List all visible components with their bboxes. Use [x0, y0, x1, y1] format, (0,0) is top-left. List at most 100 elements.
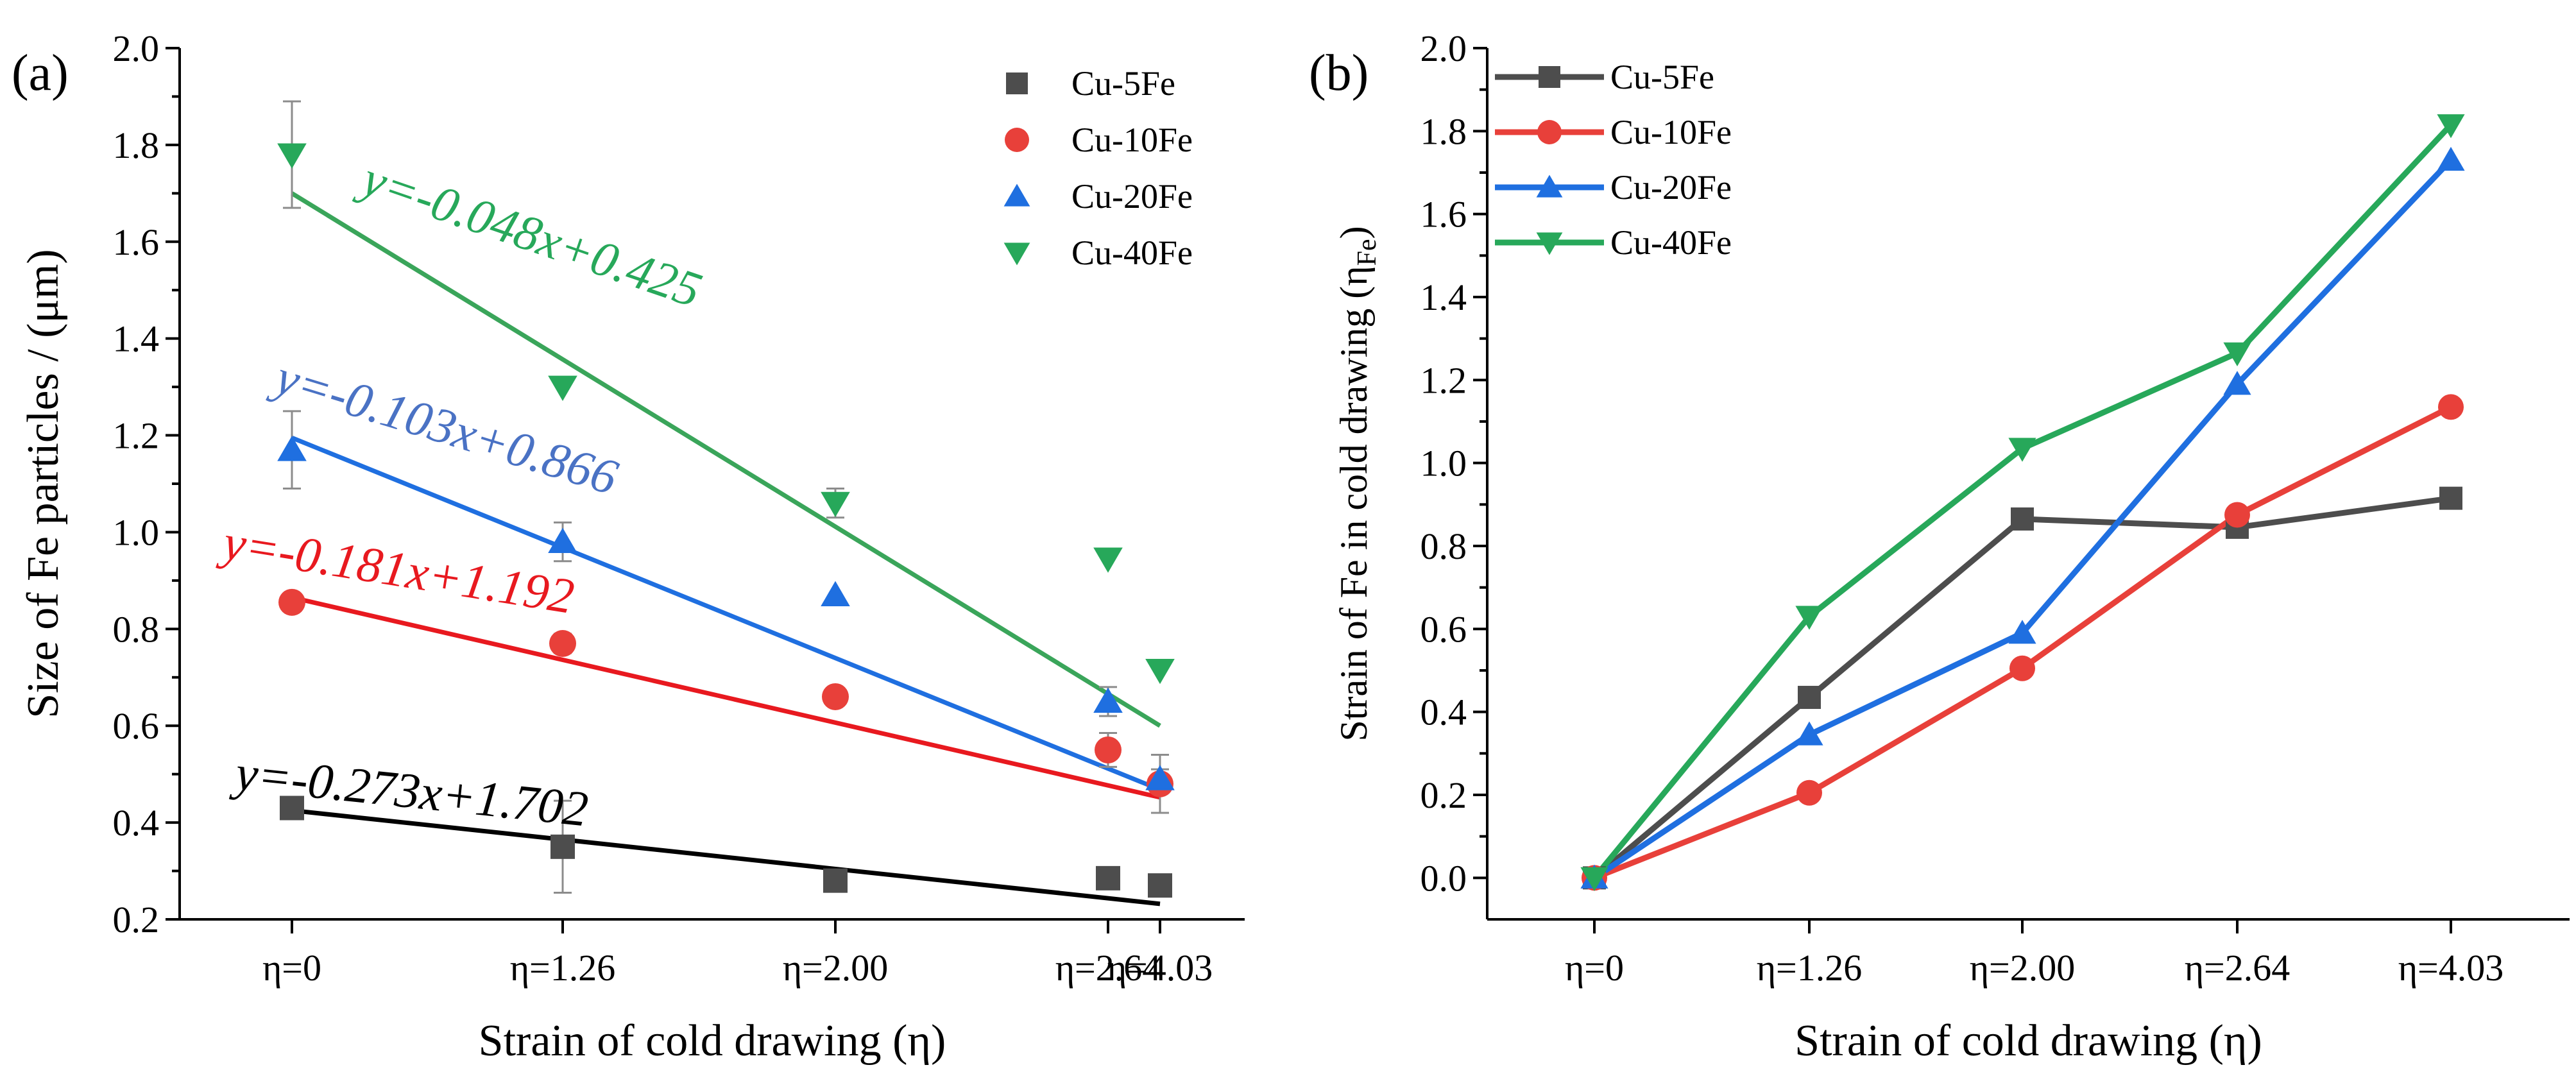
- legend-label: Cu-5Fe: [1071, 64, 1175, 103]
- fit-line: [291, 191, 1161, 728]
- y-tick-label: 1.4: [1420, 277, 1467, 318]
- x-tick-label: η=2.64: [2185, 947, 2290, 989]
- x-tick-label: η=1.26: [510, 947, 616, 989]
- x-axis-title: Strain of cold drawing (η): [479, 1016, 946, 1066]
- data-point: [821, 581, 850, 607]
- legend-label: Cu-40Fe: [1610, 223, 1732, 262]
- data-point: [2011, 507, 2034, 531]
- data-point: [549, 629, 576, 657]
- y-tick-label: 0.8: [113, 608, 160, 650]
- data-point: [2224, 502, 2250, 528]
- data-point: [1795, 606, 1823, 630]
- data-point: [1145, 658, 1175, 685]
- legend-label: Cu-20Fe: [1610, 168, 1732, 207]
- data-point: [2437, 146, 2465, 171]
- legend-marker: [1005, 128, 1029, 152]
- legend-label: Cu-10Fe: [1071, 121, 1193, 159]
- y-axis-title-sub: Fe: [1352, 239, 1382, 266]
- data-point: [2223, 371, 2251, 395]
- data-point: [1798, 686, 1821, 710]
- data-point: [821, 491, 850, 518]
- y-tick-label: 0.6: [113, 705, 160, 747]
- y-tick-label: 1.8: [113, 124, 160, 166]
- data-point: [280, 796, 304, 821]
- legend-marker: [1537, 120, 1562, 144]
- data-point: [2438, 394, 2464, 420]
- x-tick-label: η=2.00: [783, 947, 889, 989]
- legend-label: Cu-40Fe: [1071, 234, 1193, 272]
- y-tick-label: 0.4: [1420, 692, 1467, 733]
- x-axis-title: Strain of cold drawing (η): [1795, 1016, 2262, 1066]
- x-tick-label: η=2.00: [1970, 947, 2076, 989]
- y-tick-label: 1.2: [113, 415, 160, 457]
- y-tick-label: 0.2: [1420, 774, 1467, 816]
- panel-a: 0.2 0.4 0.6 0.8 1.0 1.2 1.4 1.6 1.8 2.0 η=0 η=1.26 η…: [12, 28, 1245, 1066]
- data-point: [1795, 721, 1823, 745]
- data-point: [1096, 865, 1120, 890]
- x-tick-label: η=2.64: [1055, 947, 1161, 989]
- data-point: [2008, 620, 2036, 644]
- fit-equation: y=-0.103x+0.866: [265, 347, 624, 505]
- data-point: [823, 868, 848, 893]
- data-point: [1145, 765, 1175, 790]
- x-tick-label: η=0: [262, 947, 321, 989]
- legend-label: Cu-10Fe: [1610, 113, 1732, 151]
- x-tick-label: η=4.03: [1107, 947, 1213, 989]
- data-point: [548, 375, 577, 401]
- data-point: [2439, 486, 2462, 510]
- x-tick-label: η=0: [1565, 947, 1624, 989]
- y-tick-label: 0.0: [1420, 857, 1467, 899]
- y-tick-label: 1.0: [1420, 443, 1467, 484]
- data-point: [1095, 736, 1122, 763]
- y-tick-label: 1.6: [1420, 194, 1467, 235]
- y-tick-label: 1.2: [1420, 359, 1467, 401]
- y-tick-label: 1.4: [113, 318, 160, 360]
- legend-label: Cu-5Fe: [1610, 58, 1714, 96]
- fit-line: [291, 436, 1161, 792]
- y-tick-label: 0.6: [1420, 608, 1467, 650]
- legend-label: Cu-20Fe: [1071, 177, 1193, 216]
- data-point: [1093, 687, 1123, 713]
- y-axis-title: Size of Fe particles / (μm): [19, 249, 68, 718]
- y-tick-label: 0.8: [1420, 525, 1467, 567]
- data-point: [548, 527, 577, 554]
- panel-b: 0.0 0.2 0.4 0.6 0.8 1.0 1.2 1.4 1.6 1.8 2.0 η=0 η=1.…: [1309, 28, 2570, 1066]
- y-axis-title-end: ): [1333, 226, 1375, 239]
- data-point: [822, 683, 849, 710]
- legend-marker: [1006, 72, 1028, 94]
- y-tick-label: 1.0: [113, 511, 160, 553]
- legend-marker: [1539, 66, 1560, 88]
- y-tick-label: 2.0: [113, 28, 160, 69]
- data-point: [550, 834, 575, 859]
- y-tick-label: 0.2: [113, 899, 160, 941]
- legend-marker: [1003, 243, 1030, 266]
- data-point: [2223, 342, 2251, 366]
- legend-marker: [1536, 175, 1563, 198]
- x-tick-label: η=4.03: [2398, 947, 2504, 989]
- y-axis-title: Strain of Fe in cold drawing (ηFe): [1333, 226, 1382, 741]
- data-point: [2009, 655, 2035, 681]
- panel-label: (b): [1309, 45, 1369, 101]
- y-axis-title-main: Strain of Fe in cold drawing (η: [1333, 266, 1375, 741]
- data-point: [1580, 867, 1608, 892]
- fit-line: [291, 808, 1161, 907]
- data-point: [277, 436, 307, 461]
- legend-marker: [1003, 183, 1030, 207]
- y-tick-label: 2.0: [1420, 28, 1467, 69]
- data-point: [277, 143, 307, 169]
- data-point: [1093, 547, 1123, 573]
- fit-equation: y=-0.048x+0.425: [352, 149, 708, 318]
- x-tick-label: η=1.26: [1757, 947, 1863, 989]
- y-tick-label: 1.6: [113, 221, 160, 263]
- data-point: [278, 588, 305, 616]
- fit-line: [291, 595, 1161, 800]
- panel-label: (a): [12, 45, 69, 101]
- data-point: [2437, 114, 2465, 139]
- data-point: [1148, 873, 1172, 898]
- series-line: [1592, 495, 2452, 880]
- y-tick-label: 1.8: [1420, 110, 1467, 152]
- data-point: [1796, 779, 1822, 806]
- y-tick-label: 0.4: [113, 802, 160, 844]
- data-point: [2008, 438, 2036, 462]
